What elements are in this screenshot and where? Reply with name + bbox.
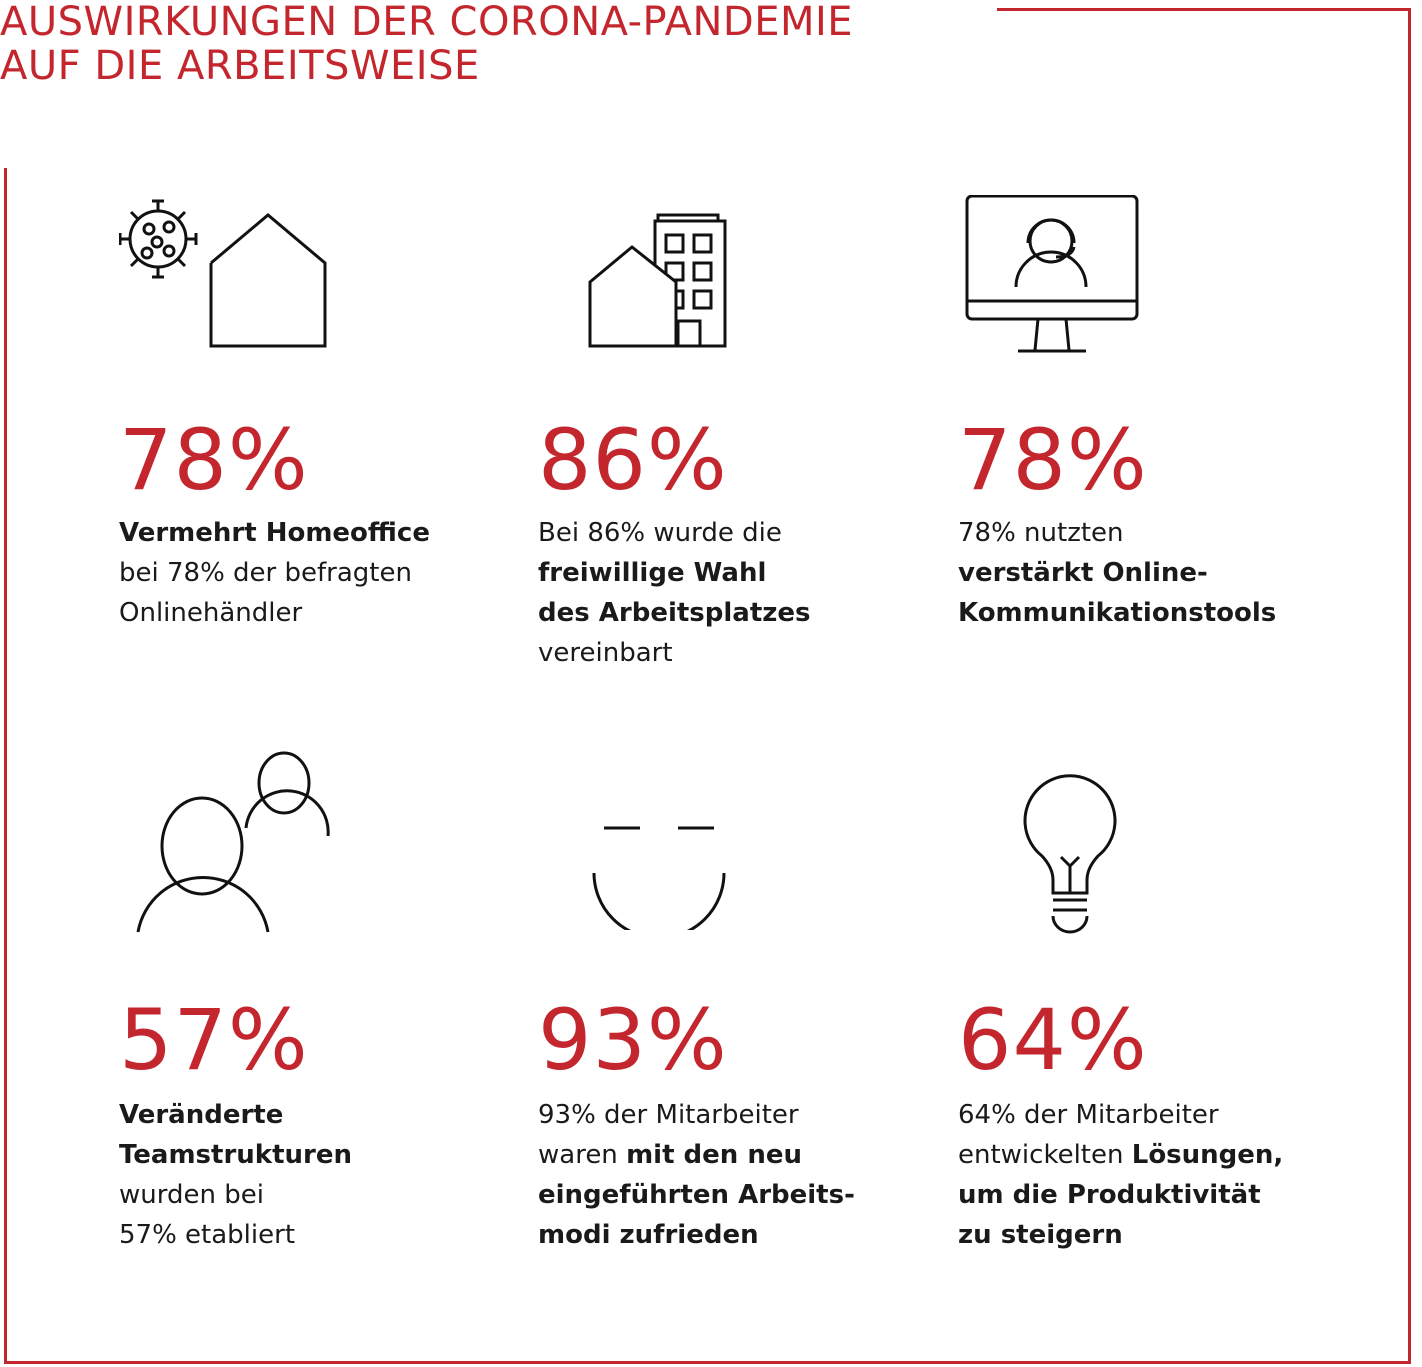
desc-line: 93% der Mitarbeiter xyxy=(538,1100,799,1130)
desc-line: Vermehrt Homeoffice xyxy=(119,518,430,548)
title-line-1: AUSWIRKUNGEN DER CORONA-PANDEMIE xyxy=(0,0,854,45)
stat-value: 64% xyxy=(958,991,1148,1089)
stat-description: Bei 86% wurde die freiwillige Wahl des A… xyxy=(538,513,811,673)
desc-line: Kommunikationstools xyxy=(958,598,1277,628)
desc-text-bold: Lösungen, xyxy=(1131,1140,1284,1170)
team-people-icon xyxy=(134,750,334,940)
stat-value: 86% xyxy=(538,411,728,509)
stat-description: 64% der Mitarbeiter entwickelten Lösunge… xyxy=(958,1095,1283,1255)
stat-value: 78% xyxy=(119,411,309,509)
desc-line: 57% etabliert xyxy=(119,1220,296,1250)
virus-house-icon xyxy=(119,195,339,355)
stat-homeoffice: 78% Vermehrt Homeoffice bei 78% der befr… xyxy=(119,195,499,635)
monitor-headset-icon xyxy=(958,195,1148,355)
desc-line: wurden bei xyxy=(119,1180,264,1210)
stat-value: 93% xyxy=(538,991,728,1089)
stat-description: 78% nutzten verstärkt Online- Kommunikat… xyxy=(958,513,1276,633)
desc-line: vereinbart xyxy=(538,638,673,668)
desc-line: modi zufrieden xyxy=(538,1220,759,1250)
frame-left-border xyxy=(4,168,7,1364)
desc-line: zu steigern xyxy=(958,1220,1123,1250)
frame-bottom-border xyxy=(4,1361,1411,1364)
page-title: AUSWIRKUNGEN DER CORONA-PANDEMIE AUF DIE… xyxy=(0,0,853,88)
desc-line: Onlinehändler xyxy=(119,598,303,628)
desc-line: eingeführten Arbeits- xyxy=(538,1180,855,1210)
stat-satisfaction: 93% 93% der Mitarbeiter waren mit den ne… xyxy=(538,750,918,1260)
desc-line: Bei 86% wurde die xyxy=(538,518,782,548)
title-line-2: AUF DIE ARBEITSWEISE xyxy=(0,43,480,89)
desc-line: freiwillige Wahl xyxy=(538,558,767,588)
smiley-face-icon xyxy=(588,750,738,930)
frame-right-border xyxy=(1408,8,1411,1364)
desc-text: entwickelten xyxy=(958,1140,1132,1170)
desc-line: 78% nutzten xyxy=(958,518,1124,548)
desc-line: des Arbeitsplatzes xyxy=(538,598,811,628)
stat-team-structures: 57% Veränderte Teamstrukturen wurden bei… xyxy=(119,750,499,1260)
desc-line: Teamstrukturen xyxy=(119,1140,352,1170)
stat-value: 78% xyxy=(958,411,1148,509)
stat-description: 93% der Mitarbeiter waren mit den neu ei… xyxy=(538,1095,855,1255)
stat-description: Vermehrt Homeoffice bei 78% der befragte… xyxy=(119,513,430,633)
stat-value: 57% xyxy=(119,991,309,1089)
desc-line: um die Produktivität xyxy=(958,1180,1261,1210)
frame-top-border xyxy=(997,8,1411,11)
desc-line: Veränderte xyxy=(119,1100,284,1130)
stat-workplace-choice: 86% Bei 86% wurde die freiwillige Wahl d… xyxy=(538,195,918,675)
desc-text-bold: mit den neu xyxy=(626,1140,803,1170)
desc-line: 64% der Mitarbeiter xyxy=(958,1100,1219,1130)
house-office-building-icon xyxy=(588,195,733,355)
stat-online-communication: 78% 78% nutzten verstärkt Online- Kommun… xyxy=(958,195,1338,635)
desc-text: waren xyxy=(538,1140,627,1170)
lightbulb-icon xyxy=(1018,750,1128,940)
desc-line: verstärkt Online- xyxy=(958,558,1208,588)
stat-productivity-solutions: 64% 64% der Mitarbeiter entwickelten Lös… xyxy=(958,750,1338,1260)
desc-line: bei 78% der befragten xyxy=(119,558,412,588)
stat-description: Veränderte Teamstrukturen wurden bei 57%… xyxy=(119,1095,352,1255)
